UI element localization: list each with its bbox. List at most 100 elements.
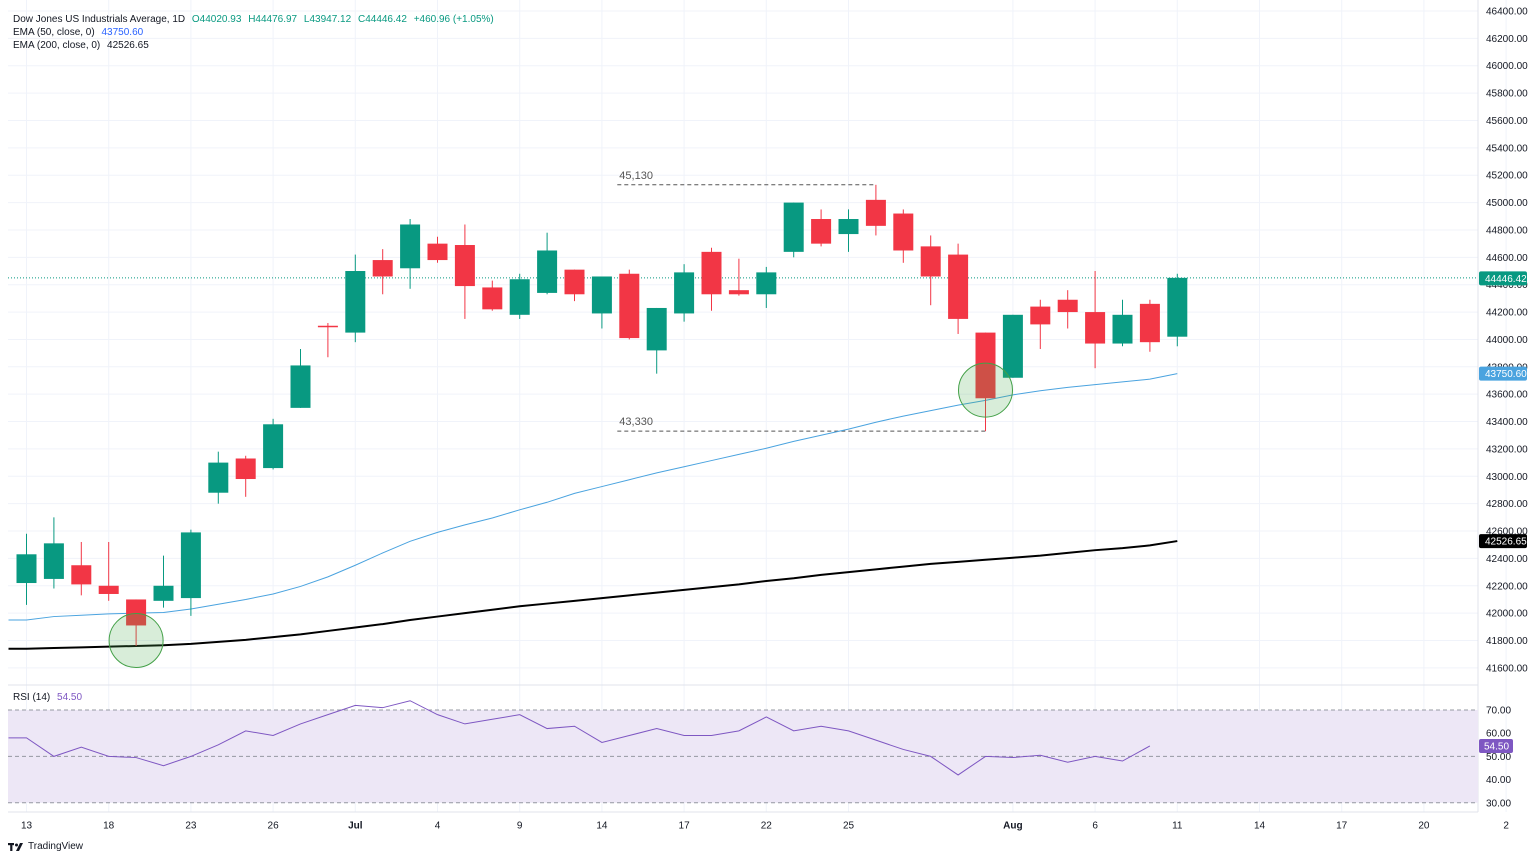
candle-down[interactable] bbox=[701, 251, 722, 295]
candle-down[interactable] bbox=[728, 290, 749, 295]
ema200-legend[interactable]: EMA (200, close, 0) 42526.65 bbox=[13, 40, 153, 51]
candle-down[interactable] bbox=[811, 219, 832, 244]
y-tick-label: 43400.00 bbox=[1486, 417, 1528, 428]
candle-up[interactable] bbox=[646, 307, 667, 351]
price-label-up bbox=[1479, 271, 1527, 286]
y-tick-label: 42200.00 bbox=[1486, 581, 1528, 592]
x-tick-label: 20 bbox=[1418, 821, 1430, 832]
candle-up[interactable] bbox=[591, 276, 612, 314]
candle-down[interactable] bbox=[564, 269, 585, 295]
candle-up[interactable] bbox=[400, 224, 421, 269]
y-tick-label: 43000.00 bbox=[1486, 472, 1528, 483]
legend-title: Dow Jones US Industrials Average, 1D bbox=[13, 14, 186, 25]
legend-open: O44020.93 bbox=[191, 14, 242, 25]
ema50-legend-label: EMA (50, close, 0) bbox=[13, 27, 95, 38]
y-tick-label: 44400.00 bbox=[1486, 280, 1528, 291]
candle-down[interactable] bbox=[893, 213, 914, 251]
candle-up[interactable] bbox=[1002, 314, 1023, 378]
ema200-legend-value: 42526.65 bbox=[107, 40, 149, 51]
x-tick-label: 26 bbox=[268, 821, 280, 832]
candle-down[interactable] bbox=[235, 458, 256, 480]
candle-down[interactable] bbox=[1085, 312, 1106, 344]
x-tick-label: 17 bbox=[679, 821, 691, 832]
candle-down[interactable] bbox=[865, 199, 886, 226]
y-tick-label: 46200.00 bbox=[1486, 34, 1528, 45]
candle-down[interactable] bbox=[975, 332, 996, 399]
rsi-value-label bbox=[1479, 738, 1513, 753]
candle-down[interactable] bbox=[126, 599, 147, 626]
x-tick-label: 2 bbox=[1503, 821, 1509, 832]
tradingview-logo-icon bbox=[8, 842, 23, 851]
candle-down[interactable] bbox=[317, 325, 338, 328]
y-tick-label: 46000.00 bbox=[1486, 61, 1528, 72]
candle-down[interactable] bbox=[482, 287, 503, 310]
price-label-text: 42526.65 bbox=[1485, 537, 1527, 548]
y-tick-label: 44600.00 bbox=[1486, 253, 1528, 264]
candle-down[interactable] bbox=[920, 246, 941, 277]
ema50-legend[interactable]: EMA (50, close, 0) 43750.60 bbox=[13, 27, 147, 38]
highlight-circle[interactable] bbox=[958, 362, 1013, 418]
candle-down[interactable] bbox=[1057, 299, 1078, 313]
candle-up[interactable] bbox=[345, 271, 366, 333]
y-tick-label: 41800.00 bbox=[1486, 636, 1528, 647]
candle-up[interactable] bbox=[674, 272, 695, 314]
candle-up[interactable] bbox=[537, 250, 558, 293]
candle-down[interactable] bbox=[372, 260, 393, 277]
candle-down[interactable] bbox=[948, 254, 969, 319]
x-tick-label: 14 bbox=[596, 821, 608, 832]
candle-up[interactable] bbox=[208, 462, 229, 493]
rsi-line[interactable] bbox=[8, 700, 1151, 776]
candle-up[interactable] bbox=[290, 365, 311, 408]
candle-up[interactable] bbox=[263, 424, 284, 469]
legend-change: +460.96 (+1.05%) bbox=[413, 14, 494, 25]
price-label-text: 43750.60 bbox=[1485, 369, 1527, 380]
candle-up[interactable] bbox=[1167, 277, 1188, 337]
highlight-circle[interactable] bbox=[108, 613, 164, 669]
brand-name: TradingView bbox=[28, 841, 84, 852]
x-tick-label: 22 bbox=[761, 821, 773, 832]
candle-up[interactable] bbox=[756, 272, 777, 295]
candle-up[interactable] bbox=[509, 279, 530, 315]
y-tick-label: 44200.00 bbox=[1486, 308, 1528, 319]
y-tick-label: 45800.00 bbox=[1486, 89, 1528, 100]
candle-up[interactable] bbox=[180, 532, 201, 599]
y-tick-label: 45600.00 bbox=[1486, 116, 1528, 127]
y-tick-label: 42600.00 bbox=[1486, 527, 1528, 538]
rsi-tick-label: 70.00 bbox=[1486, 706, 1511, 717]
candle-down[interactable] bbox=[619, 273, 640, 339]
y-tick-label: 44000.00 bbox=[1486, 335, 1528, 346]
candle-up[interactable] bbox=[1112, 314, 1133, 344]
candle-down[interactable] bbox=[98, 585, 119, 594]
rsi-tick-label: 50.00 bbox=[1486, 752, 1511, 763]
candle-up[interactable] bbox=[153, 585, 174, 601]
y-tick-label: 43200.00 bbox=[1486, 444, 1528, 455]
ema200-line[interactable] bbox=[8, 540, 1178, 650]
ema50-line[interactable] bbox=[8, 373, 1178, 621]
price-label-ema50 bbox=[1479, 366, 1527, 381]
candle-down[interactable] bbox=[1139, 303, 1160, 343]
x-tick-label: 18 bbox=[103, 821, 115, 832]
rsi-legend[interactable]: RSI (14) 54.50 bbox=[13, 692, 86, 703]
rsi-tick-label: 60.00 bbox=[1486, 729, 1511, 740]
candle-up[interactable] bbox=[16, 554, 37, 584]
x-tick-label: 14 bbox=[1254, 821, 1266, 832]
ema200-legend-label: EMA (200, close, 0) bbox=[13, 40, 101, 51]
candle-down[interactable] bbox=[454, 245, 475, 287]
price-label-text: 44446.42 bbox=[1485, 274, 1527, 285]
candle-up[interactable] bbox=[838, 219, 859, 235]
rsi-tick-label: 30.00 bbox=[1486, 798, 1511, 809]
level-label: 43,330 bbox=[619, 416, 653, 428]
rsi-tick-label: 40.00 bbox=[1486, 775, 1511, 786]
candle-down[interactable] bbox=[71, 565, 92, 585]
candle-down[interactable] bbox=[1030, 306, 1051, 325]
price-label-ema200 bbox=[1479, 534, 1527, 549]
y-tick-label: 41600.00 bbox=[1486, 663, 1528, 674]
tradingview-brand[interactable]: TradingView bbox=[8, 841, 83, 852]
x-tick-label: Aug bbox=[1003, 821, 1022, 832]
y-tick-label: 42000.00 bbox=[1486, 609, 1528, 620]
candle-up[interactable] bbox=[43, 543, 64, 579]
level-label: 45,130 bbox=[619, 170, 653, 182]
candle-down[interactable] bbox=[427, 243, 448, 261]
candle-up[interactable] bbox=[783, 202, 804, 252]
